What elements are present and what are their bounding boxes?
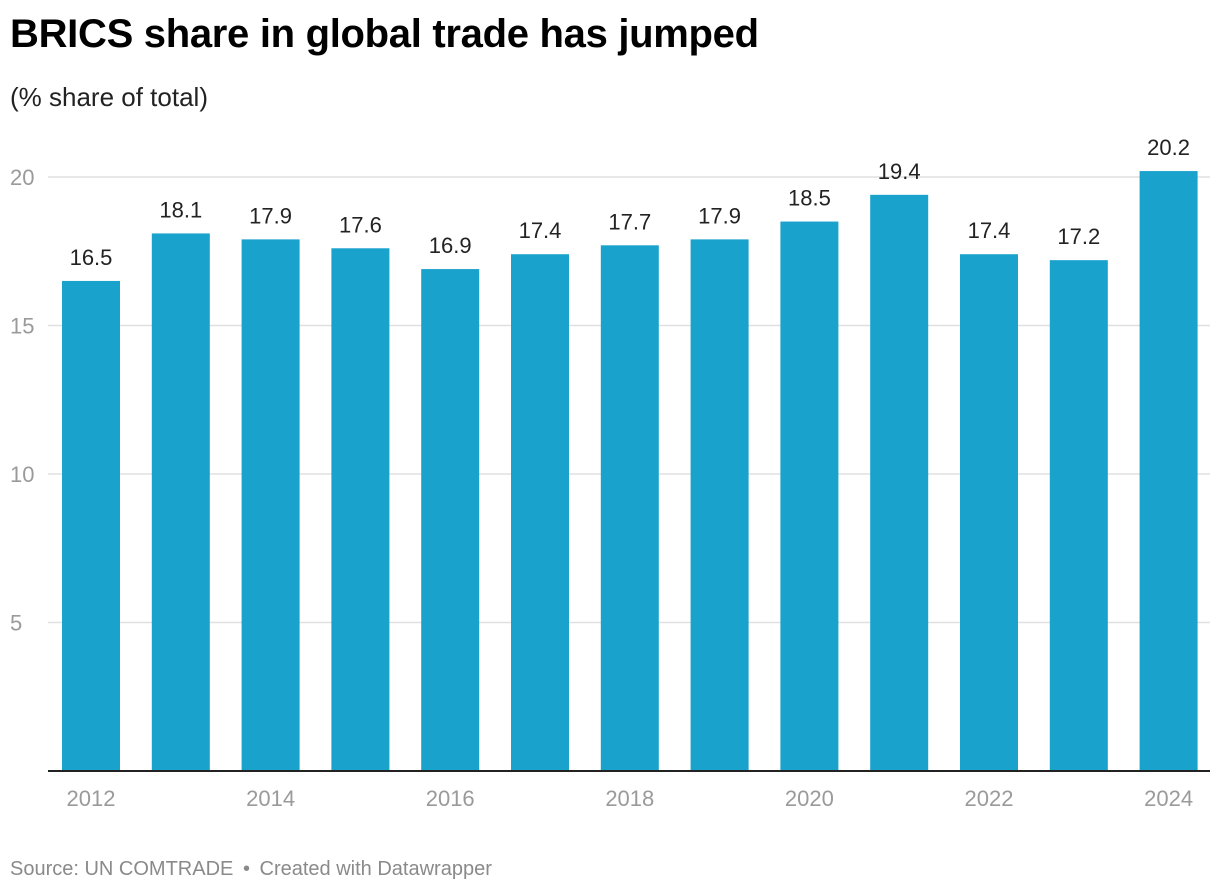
bar-2012 bbox=[62, 280, 120, 771]
y-tick-label-20: 20 bbox=[10, 165, 34, 190]
bars bbox=[62, 171, 1198, 772]
bar-2017 bbox=[511, 254, 569, 772]
y-tick-label-10: 10 bbox=[10, 462, 34, 487]
x-tick-label-2016: 2016 bbox=[426, 786, 475, 811]
bar-2013 bbox=[151, 233, 210, 771]
x-tick-label-2012: 2012 bbox=[67, 786, 116, 811]
value-label-2015: 17.6 bbox=[339, 212, 382, 237]
bar-2024 bbox=[1139, 171, 1198, 771]
bar-2022 bbox=[960, 254, 1018, 772]
bar-2020 bbox=[780, 221, 839, 772]
footer-separator: • bbox=[242, 858, 250, 880]
bar-2023 bbox=[1049, 260, 1108, 771]
chart-footer: Source: UN COMTRADE • Created with Dataw… bbox=[10, 858, 492, 881]
credit-text: Created with Datawrapper bbox=[259, 858, 492, 880]
value-label-2014: 17.9 bbox=[249, 203, 292, 228]
bar-2014 bbox=[241, 239, 300, 771]
bar-2016 bbox=[421, 269, 480, 771]
value-label-2018: 17.7 bbox=[608, 209, 651, 234]
x-tick-label-2020: 2020 bbox=[785, 786, 834, 811]
bar-2021 bbox=[870, 194, 929, 771]
bar-2019 bbox=[690, 239, 749, 771]
x-tick-label-2014: 2014 bbox=[246, 786, 295, 811]
value-label-2016: 16.9 bbox=[429, 233, 472, 258]
value-label-2021: 19.4 bbox=[878, 159, 921, 184]
bar-2018 bbox=[600, 245, 659, 771]
value-label-2019: 17.9 bbox=[698, 203, 741, 228]
y-axis-ticks: 5 10 15 20 bbox=[10, 165, 34, 636]
chart-subtitle: (% share of total) bbox=[10, 82, 208, 112]
value-label-2012: 16.5 bbox=[70, 245, 113, 270]
value-label-2017: 17.4 bbox=[519, 218, 562, 243]
chart-title: BRICS share in global trade has jumped bbox=[10, 12, 759, 56]
x-tick-label-2018: 2018 bbox=[605, 786, 654, 811]
y-tick-label-15: 15 bbox=[10, 314, 34, 339]
bar-2015 bbox=[331, 248, 390, 771]
value-labels: 16.5 18.1 17.9 17.6 16.9 17.4 17.7 17.9 18.5 19.4… bbox=[70, 135, 1190, 270]
value-label-2023: 17.2 bbox=[1057, 224, 1100, 249]
value-label-2013: 18.1 bbox=[159, 197, 202, 222]
x-tick-label-2024: 2024 bbox=[1144, 786, 1193, 811]
value-label-2024: 20.2 bbox=[1147, 135, 1190, 160]
source-text: Source: UN COMTRADE bbox=[10, 858, 234, 880]
x-tick-label-2022: 2022 bbox=[965, 786, 1014, 811]
value-label-2020: 18.5 bbox=[788, 186, 831, 211]
y-tick-label-5: 5 bbox=[10, 611, 22, 636]
value-label-2022: 17.4 bbox=[968, 218, 1011, 243]
x-axis-ticks: 2012 2014 2016 2018 2020 2022 2024 bbox=[67, 786, 1194, 811]
